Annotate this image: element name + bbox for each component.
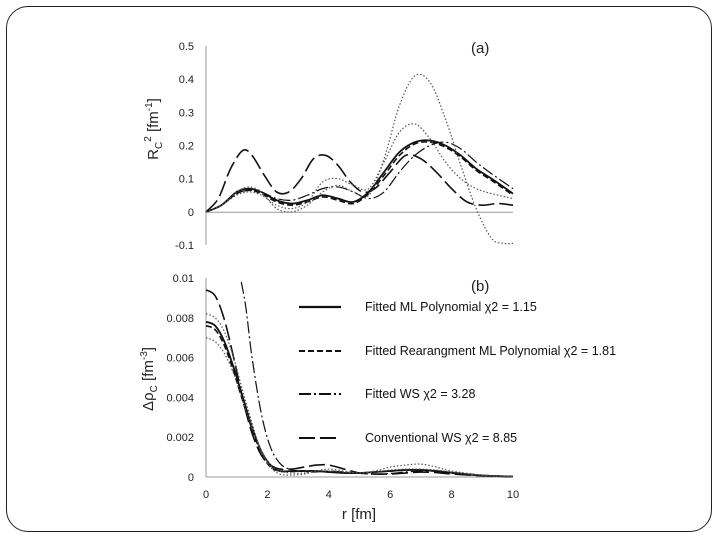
series-line-b-4 xyxy=(205,313,514,478)
x-tick-4: 8 xyxy=(449,489,455,501)
series-line-a-1 xyxy=(205,141,514,213)
y-tick-b-3: 0.006 xyxy=(166,353,194,365)
x-tick-1: 2 xyxy=(264,489,270,501)
series-line-a-0 xyxy=(205,139,514,213)
slide-frame: (a) -0.1 0 0.1 0.2 0.3 0.4 0.5 RC2 [fm-1] (b) … xyxy=(6,6,712,532)
y-tick-a-2: 0.1 xyxy=(179,174,194,186)
x-tick-0: 0 xyxy=(203,489,209,501)
y-axis-label-b: ΔρC [fm-3] xyxy=(139,347,160,411)
ticks-b: 0 0.002 0.004 0.006 0.008 0.01 0 2 4 6 8 10 xyxy=(166,273,519,501)
y-tick-b-1: 0.002 xyxy=(166,432,194,444)
legend-label-1: Fitted Rearangment ML Polynomial χ2 = 1.… xyxy=(365,344,616,358)
panel-label-b: (b) xyxy=(471,278,489,295)
y-ticks-a: -0.1 0 0.1 0.2 0.3 0.4 0.5 xyxy=(175,41,194,252)
series-line-b-3 xyxy=(205,289,514,478)
y-tick-a-5: 0.4 xyxy=(179,74,194,86)
x-tick-5: 10 xyxy=(507,489,519,501)
legend-label-3: Conventional WS χ2 = 8.85 xyxy=(365,431,517,445)
series-group-b xyxy=(205,281,514,478)
y-tick-a-0: -0.1 xyxy=(175,240,194,252)
x-tick-3: 6 xyxy=(387,489,393,501)
chart-a: (a) -0.1 0 0.1 0.2 0.3 0.4 0.5 RC2 [fm-1] xyxy=(143,40,514,252)
legend-label-0: Fitted ML Polynomial χ2 = 1.15 xyxy=(365,300,537,314)
panel-label-a: (a) xyxy=(471,40,489,57)
series-line-a-4 xyxy=(205,73,514,245)
x-axis-label: r [fm] xyxy=(342,506,376,523)
chart-b: (b) 0 0.002 0.004 0.006 0.008 0.01 0 2 4 6 8 10 ΔρC… xyxy=(139,273,519,523)
figure: (a) -0.1 0 0.1 0.2 0.3 0.4 0.5 RC2 [fm-1] (b) … xyxy=(139,40,616,523)
series-line-a-3 xyxy=(205,148,514,213)
y-tick-a-6: 0.5 xyxy=(179,41,194,53)
y-tick-b-0: 0 xyxy=(188,472,194,484)
y-tick-b-5: 0.01 xyxy=(173,273,194,285)
y-tick-a-4: 0.3 xyxy=(179,107,194,119)
legend-label-2: Fitted WS χ2 = 3.28 xyxy=(365,387,475,401)
x-tick-2: 4 xyxy=(326,489,332,501)
series-line-a-2 xyxy=(205,141,514,213)
legend: Fitted ML Polynomial χ2 = 1.15 Fitted Rea… xyxy=(299,300,616,445)
y-tick-b-2: 0.004 xyxy=(166,392,194,404)
series-group-a xyxy=(205,73,514,245)
y-axis-label-a: RC2 [fm-1] xyxy=(143,98,165,160)
y-tick-a-3: 0.2 xyxy=(179,141,194,153)
y-tick-a-1: 0 xyxy=(188,207,194,219)
series-line-b-1 xyxy=(205,324,514,478)
y-tick-b-4: 0.008 xyxy=(166,313,194,325)
series-line-b-5 xyxy=(205,337,514,478)
